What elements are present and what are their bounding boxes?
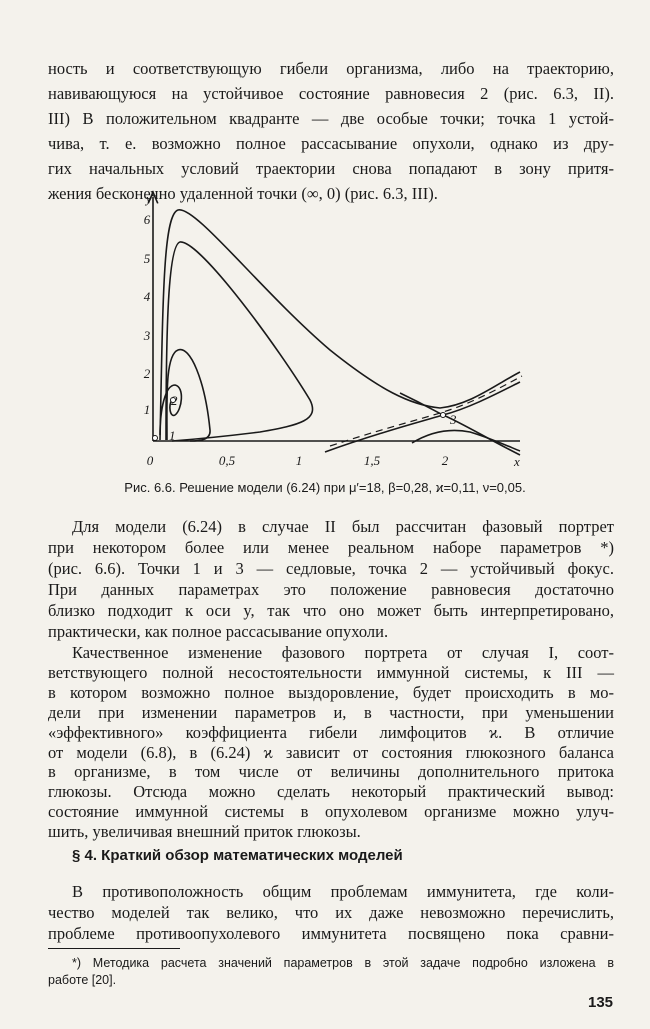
tick-label: 6 — [144, 212, 151, 227]
trajectory — [411, 429, 521, 452]
separatrix — [399, 392, 521, 456]
text-line: гих начальных условий траектории снова п… — [48, 159, 614, 178]
text-line: ветствующего полной несостоятельности им… — [48, 662, 614, 682]
text-line: глюкозы. Отсюда можно сделать некоторый … — [48, 782, 614, 802]
axis-label: y — [144, 191, 152, 206]
axis-label: x — [513, 454, 520, 469]
tick-label: 1,5 — [364, 453, 381, 468]
text-line: При данных параметрах это положение равн… — [48, 580, 614, 599]
tick-label: 4 — [144, 289, 151, 304]
text-line: дели при изменении параметров и, в частн… — [48, 702, 614, 722]
tick-label: 0 — [147, 453, 154, 468]
text-line: в организме, в том числе от величины доп… — [48, 762, 614, 782]
footnote-rule — [48, 948, 180, 949]
text-line: при некотором более или менее реальном н… — [48, 538, 614, 557]
text-line: близко подходит к оси y, так что оно мож… — [48, 601, 614, 620]
equilibrium — [170, 397, 176, 403]
trajectory — [166, 348, 211, 442]
text-line: Для модели (6.24) в случае II был рассчи… — [72, 517, 614, 536]
text-line: жения бесконечно удаленной точки (∞, 0) … — [48, 184, 438, 203]
tick-label: 2 — [442, 453, 449, 468]
text-line: чива, т. е. возможно полное рассасывание… — [48, 134, 614, 153]
point-label: 3 — [449, 412, 457, 427]
tick-label: 0,5 — [219, 453, 236, 468]
text-line: *) Методика расчета значений параметров … — [72, 956, 614, 970]
text-line: чество моделей так велико, что их даже н… — [48, 903, 614, 922]
text-line: (рис. 6.6). Точки 1 и 3 — седловые, точк… — [48, 559, 614, 578]
paragraph: В противоположность общим проблемам имму… — [48, 881, 614, 944]
footnote: *) Методика расчета значений параметров … — [48, 955, 614, 989]
tick-label: 3 — [143, 328, 151, 343]
paragraph: Для модели (6.24) в случае II был рассчи… — [48, 516, 614, 642]
text-line: III) В положительном квадранте — две осо… — [48, 109, 614, 128]
text-line: навивающуюся на устойчивое состояние рав… — [48, 84, 614, 103]
tick-label: 5 — [144, 251, 151, 266]
text-line: Качественное изменение фазового портрета… — [72, 643, 614, 662]
tick-label: 1 — [144, 402, 151, 417]
text-line: В противоположность общим проблемам имму… — [72, 882, 614, 901]
text-line: ность и соответствующую гибели организма… — [48, 59, 614, 78]
tick-label: 2 — [144, 366, 151, 381]
paragraph: ность и соответствующую гибели организма… — [48, 56, 614, 206]
spiral — [159, 384, 183, 436]
paragraph: Качественное изменение фазового портрета… — [48, 643, 614, 842]
text-line: шить, увеличивая внешний приток глюкозы. — [48, 822, 361, 842]
heading: § 4. Краткий обзор математических моделе… — [72, 847, 403, 864]
text-line: «эффективного» коэффициента гибели лимфо… — [48, 722, 614, 742]
text-line: состояние иммунной системы в опухолевом … — [48, 802, 614, 822]
page-number: 135 — [588, 994, 614, 1011]
equilibrium — [440, 412, 446, 418]
text-line: проблеме противоопухолевого иммунитета п… — [48, 924, 614, 943]
caption: Рис. 6.6. Решение модели (6.24) при μ′=1… — [124, 480, 526, 495]
point-label: 1 — [169, 428, 176, 443]
point-label: 2 — [171, 393, 178, 408]
text-line: в котором возможно полное выздоровление,… — [48, 682, 614, 702]
tick-label: 1 — [296, 453, 303, 468]
text-line: практически, как полное рассасывание опу… — [48, 622, 389, 641]
text-line: от модели (6.8), в (6.24) ϰ зависит от с… — [48, 742, 614, 762]
phase-portrait: y x 0 0,5 1 1,5 2 1 2 3 4 5 6 1 2 3 — [143, 185, 523, 469]
trajectory — [159, 209, 521, 441]
equilibrium — [152, 435, 158, 441]
text-line: работе [20]. — [48, 973, 117, 987]
trajectory — [165, 241, 314, 442]
